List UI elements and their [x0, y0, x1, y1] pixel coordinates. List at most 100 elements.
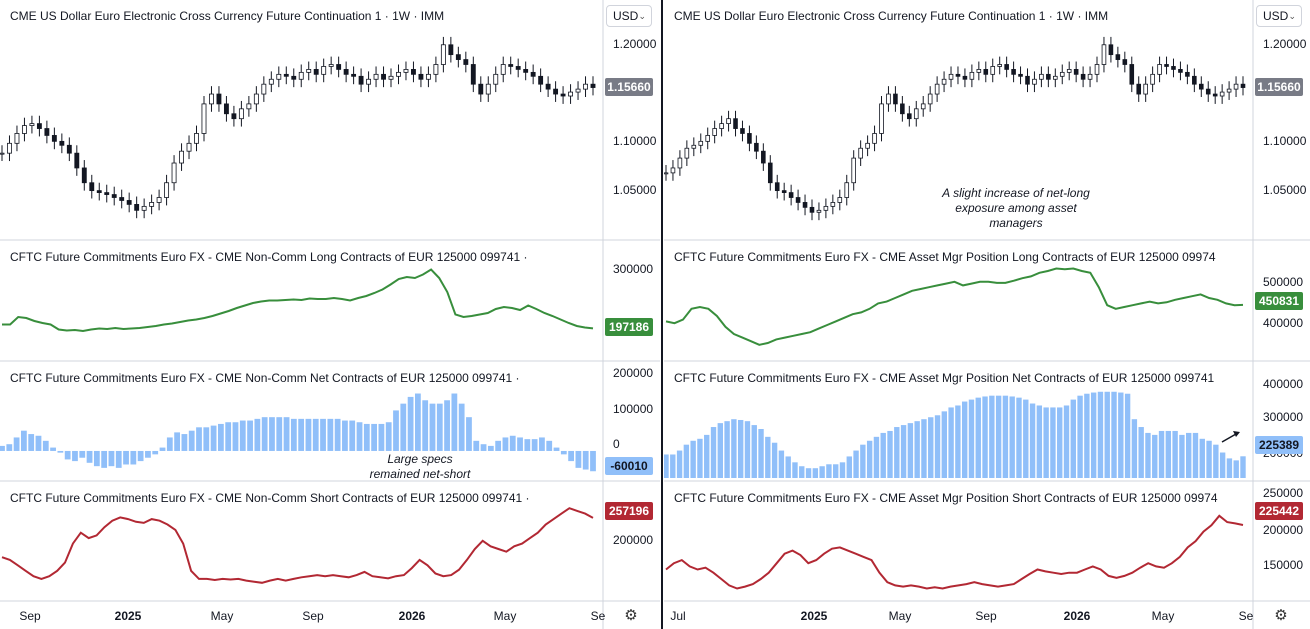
last-value-badge — [605, 502, 653, 520]
histogram-bar — [690, 440, 696, 478]
histogram-bar — [941, 411, 948, 478]
histogram-bar — [914, 421, 920, 478]
histogram-bar — [1152, 434, 1158, 478]
time-axis-label: 2025 — [115, 609, 142, 623]
histogram-bar — [458, 403, 465, 451]
histogram-bar — [846, 456, 852, 478]
chevron-down-icon: ⌄ — [638, 11, 646, 21]
time-axis-label: 2026 — [1064, 609, 1091, 623]
histogram-bar — [955, 405, 961, 478]
histogram-bar — [1016, 397, 1022, 478]
candle-body — [560, 93, 566, 97]
histogram-bar — [429, 403, 436, 451]
last-value-badge — [1255, 78, 1303, 96]
gear-icon[interactable]: ⚙ — [624, 607, 638, 624]
candle-body — [515, 66, 521, 70]
candle-body — [433, 64, 439, 75]
histogram-bar — [1104, 391, 1110, 478]
candle-body — [1004, 64, 1009, 70]
candle-body — [1205, 88, 1211, 95]
candle-body — [381, 73, 386, 80]
histogram-bar — [371, 423, 378, 451]
histogram-bar — [130, 450, 137, 465]
histogram-bar — [1138, 427, 1144, 478]
currency-selector[interactable]: USD ⌄ — [1256, 5, 1302, 27]
annotation-line: remained net-short — [369, 467, 471, 481]
candle-body — [141, 205, 147, 211]
candle-body — [726, 118, 731, 125]
chart-right[interactable]: 1.20000 1.10000 1.05000 1.15660 500000 400000… — [664, 0, 1310, 629]
histogram-bar — [1057, 407, 1063, 478]
time-axis-label: May — [211, 609, 234, 623]
candle-body — [865, 142, 870, 149]
histogram-bar — [327, 418, 334, 451]
candle-body — [1192, 75, 1197, 85]
histogram-bar — [1023, 399, 1029, 478]
histogram-bar — [724, 421, 730, 478]
candle-body — [89, 182, 95, 192]
histogram-bar — [261, 417, 268, 451]
time-axis-label: Sep — [302, 609, 324, 623]
histogram-bar — [356, 422, 363, 451]
pane-title-net: CFTC Future Commitments Euro FX - CME No… — [10, 371, 520, 385]
histogram-bar — [758, 429, 764, 478]
candle-body — [1240, 83, 1246, 88]
candle-body — [411, 69, 416, 75]
histogram-bar — [1070, 399, 1076, 478]
annotation-line: managers — [989, 216, 1043, 230]
histogram-bar — [1009, 396, 1015, 478]
gear-icon[interactable]: ⚙ — [1274, 607, 1288, 624]
histogram-bar — [785, 456, 791, 478]
candle-body — [1122, 59, 1128, 65]
currency-selector[interactable]: USD ⌄ — [606, 5, 652, 27]
histogram-bar — [1111, 391, 1117, 478]
histogram-bar — [968, 399, 975, 478]
annotation-line: A slight increase of net-long — [942, 186, 1090, 200]
candle-body — [1178, 69, 1183, 73]
histogram-bar — [1118, 392, 1124, 478]
price-tick-label: 1.20000 — [613, 37, 657, 51]
histogram-bar — [1029, 403, 1036, 478]
candle-body — [425, 73, 431, 80]
candle-body — [29, 123, 35, 126]
histogram-bar — [982, 396, 988, 478]
histogram-bar — [42, 440, 49, 451]
candle-body — [51, 135, 57, 142]
histogram-bar — [975, 397, 981, 478]
histogram-bar — [283, 417, 290, 451]
candle-body — [1101, 44, 1107, 65]
candle-body — [719, 123, 724, 129]
candle-body — [216, 93, 222, 105]
candle-body — [754, 142, 759, 152]
candle-body — [684, 147, 690, 159]
chart-left-canvas[interactable]: 1.20000 1.10000 1.05000 1.15660 300000 197186… — [0, 0, 660, 629]
histogram-bar — [400, 403, 407, 451]
histogram-bar — [812, 468, 819, 478]
last-value-label: 1.15660 — [607, 80, 651, 94]
histogram-bar — [1226, 458, 1233, 478]
histogram-bar — [553, 447, 560, 451]
histogram-bar — [539, 437, 545, 451]
histogram-bar — [50, 447, 56, 451]
candle-body — [1150, 73, 1155, 85]
candle-body — [1087, 73, 1093, 80]
histogram-bar — [765, 436, 771, 478]
candle-body — [1129, 64, 1135, 85]
histogram-bar — [670, 454, 676, 478]
candle-body — [1080, 73, 1086, 80]
candle-body — [886, 93, 891, 105]
histogram-bar — [575, 450, 582, 468]
chart-right-canvas[interactable]: 1.20000 1.10000 1.05000 1.15660 500000 400000… — [664, 0, 1310, 629]
candle-body — [231, 113, 237, 120]
candle-body — [328, 64, 334, 67]
candle-body — [1212, 93, 1218, 97]
histogram-bar — [1036, 405, 1043, 478]
candle-body — [809, 206, 815, 213]
histogram-bar — [13, 437, 20, 451]
histogram-bar — [860, 444, 866, 478]
series-line — [665, 267, 1244, 346]
histogram-bar — [166, 437, 173, 451]
candle-body — [948, 73, 954, 80]
candle-body — [553, 88, 559, 95]
chart-left[interactable]: 1.20000 1.10000 1.05000 1.15660 300000 197186… — [0, 0, 660, 629]
